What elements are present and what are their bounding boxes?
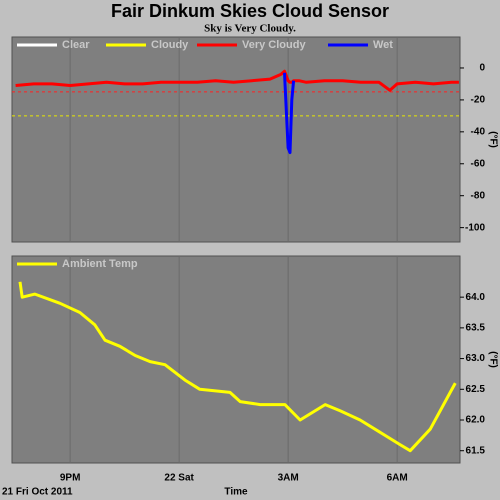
date-label: 21 Fri Oct 2011	[2, 487, 73, 498]
chart-title: Fair Dinkum Skies Cloud Sensor	[111, 1, 389, 21]
y-tick-label: 63.5	[466, 323, 486, 334]
chart-subtitle: Sky is Very Cloudy.	[204, 23, 296, 35]
x-tick-label: 22 Sat	[164, 473, 194, 484]
y-tick-label: 62.5	[466, 384, 486, 395]
legend-label: Clear	[62, 39, 90, 51]
y-tick-label: 0	[479, 63, 485, 74]
series-line	[283, 72, 296, 155]
series-line	[18, 281, 457, 453]
series-line	[15, 69, 459, 92]
x-axis-label: Time	[224, 487, 248, 498]
y-tick-label: -20	[471, 95, 486, 106]
plot-area	[11, 255, 461, 464]
y-tick-label: -60	[471, 158, 486, 169]
y-axis-label: (°F)	[487, 131, 498, 148]
y-axis-label: (°F)	[487, 351, 498, 368]
y-tick-label: -40	[471, 126, 486, 137]
legend-label: Ambient Temp	[62, 258, 138, 270]
legend-label: Wet	[373, 39, 393, 51]
legend-label: Very Cloudy	[242, 39, 306, 51]
y-tick-label: 63.0	[466, 353, 486, 364]
y-tick-label: -100	[465, 222, 485, 233]
y-tick-label: 62.0	[466, 415, 486, 426]
x-tick-label: 9PM	[60, 473, 81, 484]
y-tick-label: 61.5	[466, 445, 486, 456]
x-tick-label: 6AM	[387, 473, 408, 484]
legend-label: Cloudy	[151, 39, 189, 51]
plot-area	[11, 36, 461, 243]
x-tick-label: 3AM	[278, 473, 299, 484]
y-tick-label: 64.0	[466, 292, 486, 303]
y-tick-label: -80	[471, 190, 486, 201]
